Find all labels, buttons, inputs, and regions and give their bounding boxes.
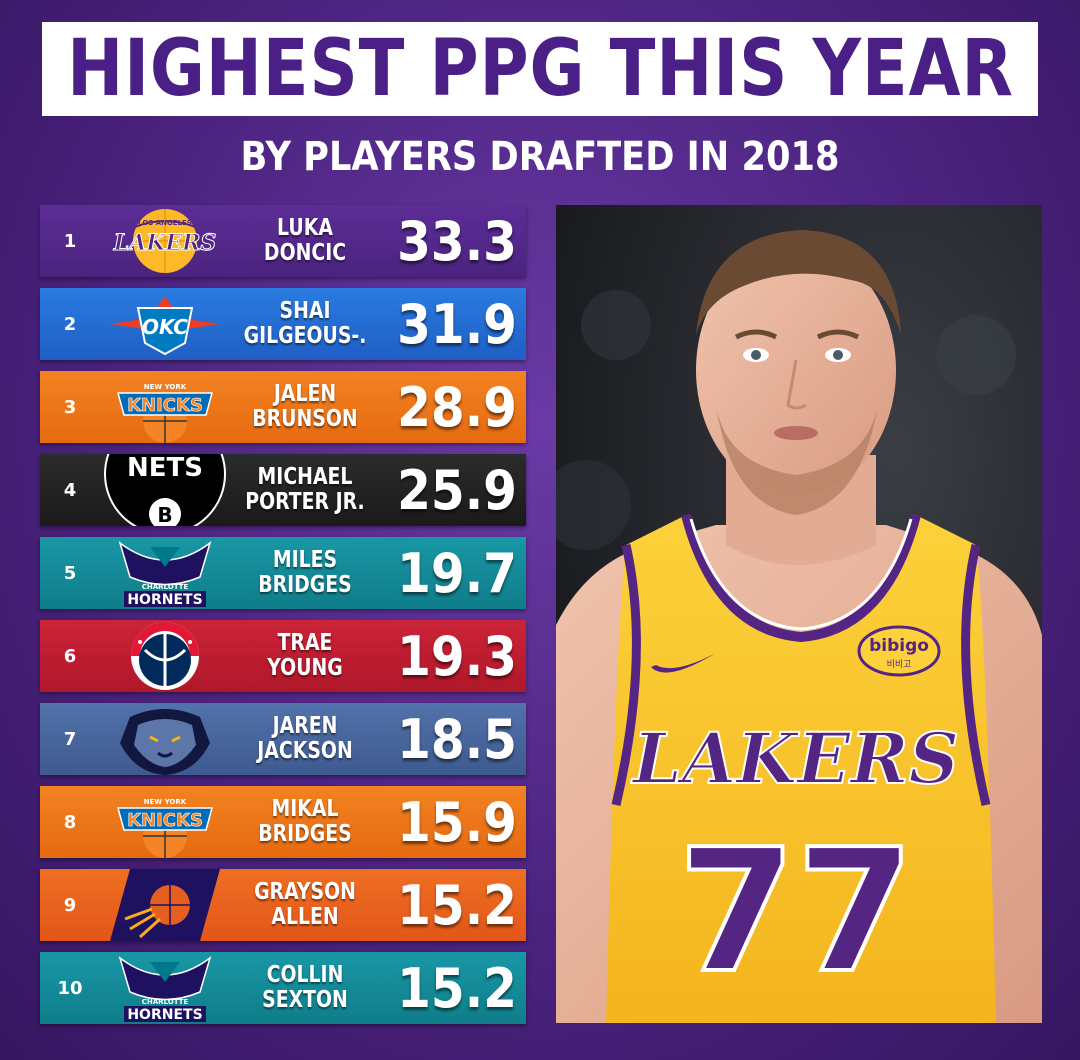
player-name: SHAI GILGEOUS-. (244, 299, 367, 349)
ranking-row: 5 CHARLOTTE HORNETS MILES BRIDGES 19.7 (40, 537, 526, 609)
ranking-list: 1 LOS ANGELES LAKERS LUKA DONCIC 33.3 2 … (40, 205, 526, 1035)
ranking-row: 4 NETS B MICHAEL PORTER JR. 25.9 (40, 454, 526, 526)
suns-logo (100, 869, 230, 941)
player-name: MICHAEL PORTER JR. (244, 465, 367, 515)
svg-text:KNICKS: KNICKS (127, 395, 203, 416)
svg-text:NEW YORK: NEW YORK (144, 798, 187, 806)
svg-text:B: B (157, 503, 172, 526)
ranking-row: 9 GRAYSON ALLEN 15.2 (40, 869, 526, 941)
player-last-name: BRIDGES (258, 821, 352, 847)
ranking-row: 10 CHARLOTTE HORNETS COLLIN SEXTON 15.2 (40, 952, 526, 1024)
player-last-name: PORTER JR. (245, 489, 365, 515)
ranking-row: 8 NEW YORK KNICKS MIKAL BRIDGES 15.9 (40, 786, 526, 858)
player-first-name: COLLIN (266, 962, 344, 988)
svg-text:HORNETS: HORNETS (127, 1007, 202, 1023)
player-first-name: JAREN (272, 713, 338, 739)
rank-number: 10 (57, 977, 83, 999)
player-last-name: BRUNSON (252, 406, 358, 432)
rank-number: 3 (63, 396, 77, 418)
player-first-name: TRAE (277, 630, 333, 656)
player-last-name: SEXTON (262, 987, 348, 1013)
player-last-name: YOUNG (267, 655, 343, 681)
svg-text:LAKERS: LAKERS (113, 230, 217, 256)
ppg-value: 18.5 (397, 707, 517, 771)
player-name: LUKA DONCIC (244, 216, 367, 266)
nets-logo: NETS B (100, 454, 230, 526)
rank-number: 1 (63, 230, 77, 252)
player-photo: bibigo 비비고 LAKERS 77 (556, 205, 1042, 1023)
hornets-logo: CHARLOTTE HORNETS (100, 952, 230, 1024)
ranking-row: 6 TRAE YOUNG 19.3 (40, 620, 526, 692)
knicks-logo: NEW YORK KNICKS (100, 371, 230, 443)
player-first-name: GRAYSON (254, 879, 356, 905)
player-first-name: SHAI (279, 298, 331, 324)
lakers-logo: LOS ANGELES LAKERS (100, 205, 230, 277)
wizards-logo (100, 620, 230, 692)
sponsor-patch-text: bibigo (869, 636, 929, 656)
player-last-name: ALLEN (271, 904, 339, 930)
player-last-name: BRIDGES (258, 572, 352, 598)
rank-number: 5 (63, 562, 77, 584)
grizzlies-logo (100, 703, 230, 775)
player-name: TRAE YOUNG (244, 631, 367, 681)
hornets-logo: CHARLOTTE HORNETS (100, 537, 230, 609)
ppg-value: 25.9 (397, 458, 517, 522)
knicks-logo: NEW YORK KNICKS (100, 786, 230, 858)
ppg-value: 15.2 (397, 956, 517, 1020)
player-name: MIKAL BRIDGES (244, 797, 367, 847)
player-last-name: JACKSON (257, 738, 353, 764)
player-first-name: LUKA (277, 215, 333, 241)
rank-number: 6 (63, 645, 77, 667)
player-name: JAREN JACKSON (244, 714, 367, 764)
svg-text:OKC: OKC (142, 315, 188, 339)
page-title: HIGHEST PPG THIS YEAR (66, 24, 1014, 114)
ppg-value: 31.9 (397, 292, 517, 356)
player-name: MILES BRIDGES (244, 548, 367, 598)
ppg-value: 19.7 (397, 541, 517, 605)
svg-text:HORNETS: HORNETS (127, 592, 202, 608)
player-first-name: MICHAEL (257, 464, 353, 490)
svg-text:CHARLOTTE: CHARLOTTE (142, 583, 189, 591)
svg-text:NEW YORK: NEW YORK (144, 383, 187, 391)
ppg-value: 28.9 (397, 375, 517, 439)
ppg-value: 15.2 (397, 873, 517, 937)
ranking-row: 1 LOS ANGELES LAKERS LUKA DONCIC 33.3 (40, 205, 526, 277)
ppg-value: 15.9 (397, 790, 517, 854)
player-first-name: MILES (272, 547, 338, 573)
player-name: COLLIN SEXTON (244, 963, 367, 1013)
rank-number: 2 (63, 313, 77, 335)
sponsor-patch-subtext: 비비고 (887, 659, 912, 670)
ranking-row: 3 NEW YORK KNICKS JALEN BRUNSON 28.9 (40, 371, 526, 443)
player-last-name: GILGEOUS-. (243, 323, 367, 349)
ppg-value: 19.3 (397, 624, 517, 688)
svg-text:CHARLOTTE: CHARLOTTE (142, 998, 189, 1006)
ppg-value: 33.3 (397, 209, 517, 273)
jersey-number: 77 (678, 813, 915, 1011)
player-last-name: DONCIC (263, 240, 347, 266)
player-first-name: JALEN (273, 381, 337, 407)
thunder-logo: OKC (100, 288, 230, 360)
page-subtitle: BY PLAYERS DRAFTED IN 2018 (240, 134, 840, 180)
rank-number: 4 (63, 479, 77, 501)
svg-text:KNICKS: KNICKS (127, 810, 203, 831)
player-name: GRAYSON ALLEN (244, 880, 367, 930)
rank-number: 8 (63, 811, 77, 833)
player-name: JALEN BRUNSON (244, 382, 367, 432)
jersey-team-text: LAKERS (631, 717, 959, 800)
ranking-row: 2 OKC SHAI GILGEOUS-. 31.9 (40, 288, 526, 360)
rank-number: 7 (63, 728, 77, 750)
title-banner: HIGHEST PPG THIS YEAR (42, 22, 1038, 116)
rank-number: 9 (63, 894, 77, 916)
ranking-row: 7 JAREN JACKSON 18.5 (40, 703, 526, 775)
svg-text:LOS ANGELES: LOS ANGELES (138, 219, 192, 227)
player-first-name: MIKAL (271, 796, 339, 822)
svg-text:NETS: NETS (127, 454, 203, 483)
